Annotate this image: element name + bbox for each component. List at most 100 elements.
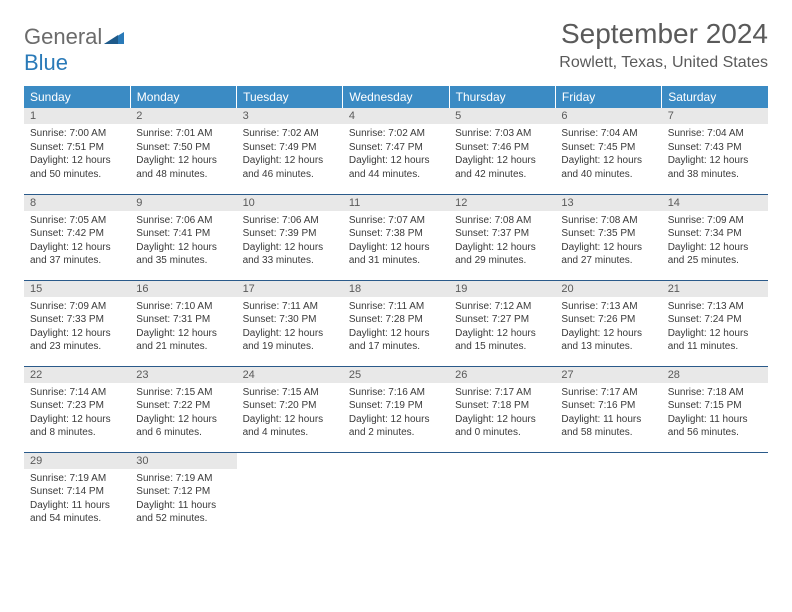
sunset-text: Sunset: 7:26 PM [561,313,655,327]
day-details: Sunrise: 7:08 AMSunset: 7:37 PMDaylight:… [449,211,555,272]
calendar-cell: 18Sunrise: 7:11 AMSunset: 7:28 PMDayligh… [343,280,449,366]
day-number: 3 [237,108,343,124]
day-number: 30 [130,453,236,469]
day-number: 10 [237,195,343,211]
day-number: 4 [343,108,449,124]
calendar-cell [237,452,343,538]
sunrise-text: Sunrise: 7:15 AM [243,386,337,400]
day-details: Sunrise: 7:11 AMSunset: 7:28 PMDaylight:… [343,297,449,358]
daylight-text: Daylight: 12 hours and 48 minutes. [136,154,230,181]
day-number: 18 [343,281,449,297]
day-details: Sunrise: 7:01 AMSunset: 7:50 PMDaylight:… [130,124,236,185]
sunrise-text: Sunrise: 7:04 AM [668,127,762,141]
calendar-cell: 1Sunrise: 7:00 AMSunset: 7:51 PMDaylight… [24,108,130,194]
daylight-text: Daylight: 12 hours and 0 minutes. [455,413,549,440]
calendar-cell: 6Sunrise: 7:04 AMSunset: 7:45 PMDaylight… [555,108,661,194]
calendar-cell: 28Sunrise: 7:18 AMSunset: 7:15 PMDayligh… [662,366,768,452]
day-details: Sunrise: 7:03 AMSunset: 7:46 PMDaylight:… [449,124,555,185]
day-details: Sunrise: 7:04 AMSunset: 7:45 PMDaylight:… [555,124,661,185]
day-details: Sunrise: 7:00 AMSunset: 7:51 PMDaylight:… [24,124,130,185]
sunset-text: Sunset: 7:42 PM [30,227,124,241]
daylight-text: Daylight: 12 hours and 21 minutes. [136,327,230,354]
calendar-cell: 29Sunrise: 7:19 AMSunset: 7:14 PMDayligh… [24,452,130,538]
sunrise-text: Sunrise: 7:14 AM [30,386,124,400]
calendar-cell [449,452,555,538]
page-title: September 2024 [559,18,768,50]
day-details: Sunrise: 7:08 AMSunset: 7:35 PMDaylight:… [555,211,661,272]
calendar-cell: 2Sunrise: 7:01 AMSunset: 7:50 PMDaylight… [130,108,236,194]
calendar-week-row: 29Sunrise: 7:19 AMSunset: 7:14 PMDayligh… [24,452,768,538]
calendar-cell: 25Sunrise: 7:16 AMSunset: 7:19 PMDayligh… [343,366,449,452]
day-number: 26 [449,367,555,383]
calendar-cell: 10Sunrise: 7:06 AMSunset: 7:39 PMDayligh… [237,194,343,280]
day-number: 12 [449,195,555,211]
day-details: Sunrise: 7:19 AMSunset: 7:12 PMDaylight:… [130,469,236,530]
sunset-text: Sunset: 7:50 PM [136,141,230,155]
day-header: Monday [130,86,236,108]
day-details: Sunrise: 7:06 AMSunset: 7:39 PMDaylight:… [237,211,343,272]
daylight-text: Daylight: 12 hours and 17 minutes. [349,327,443,354]
daylight-text: Daylight: 12 hours and 38 minutes. [668,154,762,181]
sunset-text: Sunset: 7:41 PM [136,227,230,241]
daylight-text: Daylight: 12 hours and 40 minutes. [561,154,655,181]
sunset-text: Sunset: 7:39 PM [243,227,337,241]
day-number: 17 [237,281,343,297]
day-details: Sunrise: 7:16 AMSunset: 7:19 PMDaylight:… [343,383,449,444]
calendar-cell: 4Sunrise: 7:02 AMSunset: 7:47 PMDaylight… [343,108,449,194]
sunset-text: Sunset: 7:28 PM [349,313,443,327]
calendar-week-row: 8Sunrise: 7:05 AMSunset: 7:42 PMDaylight… [24,194,768,280]
day-details: Sunrise: 7:10 AMSunset: 7:31 PMDaylight:… [130,297,236,358]
calendar-table: Sunday Monday Tuesday Wednesday Thursday… [24,86,768,538]
day-details: Sunrise: 7:17 AMSunset: 7:18 PMDaylight:… [449,383,555,444]
sunrise-text: Sunrise: 7:08 AM [561,214,655,228]
sunrise-text: Sunrise: 7:06 AM [136,214,230,228]
calendar-page: General Blue September 2024 Rowlett, Tex… [0,0,792,556]
day-details: Sunrise: 7:13 AMSunset: 7:26 PMDaylight:… [555,297,661,358]
sunrise-text: Sunrise: 7:11 AM [349,300,443,314]
day-number: 9 [130,195,236,211]
day-number: 15 [24,281,130,297]
calendar-cell: 23Sunrise: 7:15 AMSunset: 7:22 PMDayligh… [130,366,236,452]
day-header: Wednesday [343,86,449,108]
day-number: 28 [662,367,768,383]
day-details: Sunrise: 7:11 AMSunset: 7:30 PMDaylight:… [237,297,343,358]
daylight-text: Daylight: 12 hours and 42 minutes. [455,154,549,181]
calendar-cell: 3Sunrise: 7:02 AMSunset: 7:49 PMDaylight… [237,108,343,194]
day-details: Sunrise: 7:18 AMSunset: 7:15 PMDaylight:… [662,383,768,444]
daylight-text: Daylight: 12 hours and 15 minutes. [455,327,549,354]
sunrise-text: Sunrise: 7:09 AM [668,214,762,228]
day-number: 27 [555,367,661,383]
sunrise-text: Sunrise: 7:07 AM [349,214,443,228]
day-details: Sunrise: 7:09 AMSunset: 7:33 PMDaylight:… [24,297,130,358]
sunset-text: Sunset: 7:14 PM [30,485,124,499]
calendar-cell: 27Sunrise: 7:17 AMSunset: 7:16 PMDayligh… [555,366,661,452]
day-details: Sunrise: 7:17 AMSunset: 7:16 PMDaylight:… [555,383,661,444]
calendar-cell: 11Sunrise: 7:07 AMSunset: 7:38 PMDayligh… [343,194,449,280]
daylight-text: Daylight: 12 hours and 37 minutes. [30,241,124,268]
calendar-cell: 13Sunrise: 7:08 AMSunset: 7:35 PMDayligh… [555,194,661,280]
day-number: 20 [555,281,661,297]
calendar-cell [555,452,661,538]
daylight-text: Daylight: 12 hours and 19 minutes. [243,327,337,354]
header: General Blue September 2024 Rowlett, Tex… [24,18,768,76]
day-details: Sunrise: 7:02 AMSunset: 7:47 PMDaylight:… [343,124,449,185]
sunset-text: Sunset: 7:24 PM [668,313,762,327]
calendar-header-row: Sunday Monday Tuesday Wednesday Thursday… [24,86,768,108]
daylight-text: Daylight: 12 hours and 50 minutes. [30,154,124,181]
daylight-text: Daylight: 11 hours and 58 minutes. [561,413,655,440]
daylight-text: Daylight: 12 hours and 31 minutes. [349,241,443,268]
day-number: 19 [449,281,555,297]
sunset-text: Sunset: 7:16 PM [561,399,655,413]
daylight-text: Daylight: 12 hours and 2 minutes. [349,413,443,440]
calendar-cell: 15Sunrise: 7:09 AMSunset: 7:33 PMDayligh… [24,280,130,366]
sunset-text: Sunset: 7:33 PM [30,313,124,327]
day-number: 24 [237,367,343,383]
day-details: Sunrise: 7:09 AMSunset: 7:34 PMDaylight:… [662,211,768,272]
day-details: Sunrise: 7:14 AMSunset: 7:23 PMDaylight:… [24,383,130,444]
daylight-text: Daylight: 12 hours and 29 minutes. [455,241,549,268]
sunrise-text: Sunrise: 7:16 AM [349,386,443,400]
daylight-text: Daylight: 12 hours and 23 minutes. [30,327,124,354]
calendar-cell: 20Sunrise: 7:13 AMSunset: 7:26 PMDayligh… [555,280,661,366]
day-number: 1 [24,108,130,124]
daylight-text: Daylight: 12 hours and 13 minutes. [561,327,655,354]
